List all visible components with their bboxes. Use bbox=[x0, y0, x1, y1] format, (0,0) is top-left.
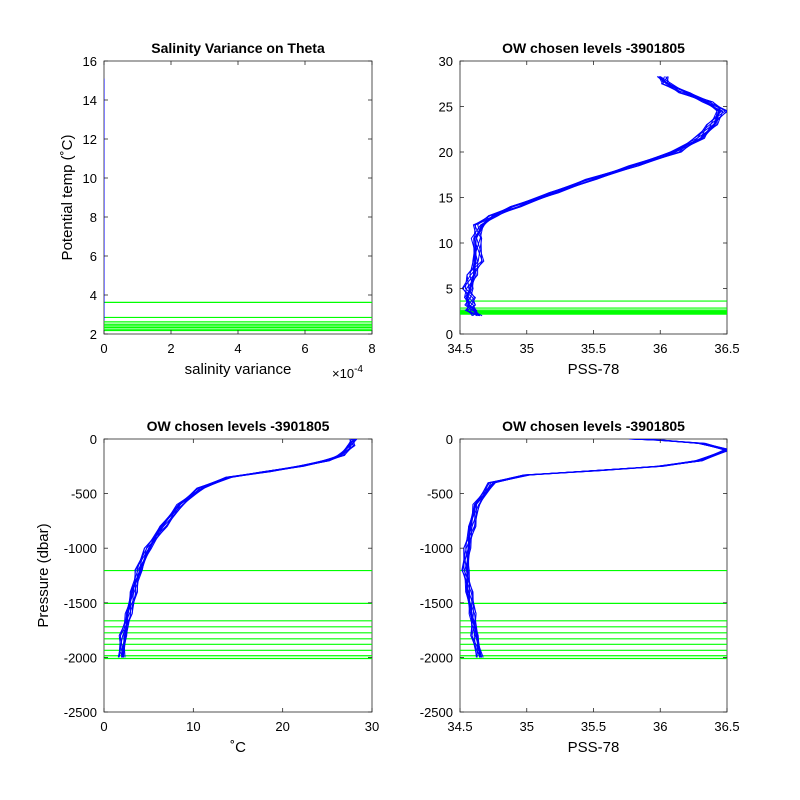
x-tick-label: 35 bbox=[520, 341, 534, 356]
x-tick-label: 4 bbox=[234, 341, 241, 356]
x-axis-label: salinity variance bbox=[185, 361, 292, 378]
plot-content bbox=[104, 439, 372, 660]
x-tick-label: 6 bbox=[301, 341, 308, 356]
x-exponent-power: -4 bbox=[354, 364, 363, 375]
x-tick-label: 2 bbox=[167, 341, 174, 356]
series-line bbox=[461, 76, 727, 317]
y-tick-label: 4 bbox=[90, 288, 97, 303]
x-tick-label: 36.5 bbox=[714, 341, 739, 356]
x-axis-label: PSS-78 bbox=[568, 361, 620, 378]
x-tick-label: 36 bbox=[653, 341, 667, 356]
y-tick-label: -500 bbox=[71, 487, 97, 502]
y-tick-label: -1500 bbox=[64, 596, 97, 611]
plot-area bbox=[459, 438, 728, 713]
y-tick-label: 5 bbox=[446, 282, 453, 297]
x-tick-label: 0 bbox=[100, 341, 107, 356]
x-tick-label: 20 bbox=[275, 719, 289, 734]
y-tick-label: 0 bbox=[90, 432, 97, 447]
x-tick-label: 36.5 bbox=[714, 719, 739, 734]
y-tick-label: -2000 bbox=[64, 650, 97, 665]
chart-panel-2: 34.5 35 35.5 36 36.5 0 5 10 15 20 25 30 OW chosen le… bbox=[439, 40, 740, 378]
x-tick-label: 34.5 bbox=[447, 341, 472, 356]
x-tick-label: 0 bbox=[100, 719, 107, 734]
y-axis-label: Potential temp (˚C) bbox=[59, 135, 76, 261]
plot-area bbox=[459, 60, 728, 335]
plot-content bbox=[104, 78, 372, 332]
y-tick-label: 30 bbox=[439, 54, 453, 69]
plot-content bbox=[460, 439, 727, 660]
y-tick-label: 0 bbox=[446, 432, 453, 447]
chart-panel-3: 0 10 20 30 -2500 -2000 -1500 -1000 -500 0 OW chose… bbox=[35, 418, 379, 756]
y-tick-label: -2500 bbox=[420, 705, 453, 720]
series-line bbox=[466, 76, 718, 317]
y-tick-label: 8 bbox=[90, 210, 97, 225]
x-tick-label: 10 bbox=[186, 719, 200, 734]
plot-area bbox=[103, 60, 373, 335]
y-tick-label: 20 bbox=[439, 145, 453, 160]
y-tick-label: 15 bbox=[439, 191, 453, 206]
x-tick-label: 36 bbox=[653, 719, 667, 734]
plot-area bbox=[103, 438, 373, 713]
series-line bbox=[461, 439, 727, 658]
y-axis-label: Pressure (dbar) bbox=[35, 523, 52, 627]
x-tick-label: 34.5 bbox=[447, 719, 472, 734]
y-tick-label: 2 bbox=[90, 327, 97, 342]
series-line bbox=[463, 439, 727, 658]
y-tick-label: -2500 bbox=[64, 705, 97, 720]
y-tick-label: 14 bbox=[83, 93, 97, 108]
y-tick-label: -2000 bbox=[420, 650, 453, 665]
series-line bbox=[118, 439, 354, 658]
chart-panel-4: 34.5 35 35.5 36 36.5 -2500 -2000 -1500 -1000 -500… bbox=[420, 418, 740, 756]
chart-title: OW chosen levels -3901805 bbox=[502, 418, 685, 434]
y-tick-label: 12 bbox=[83, 132, 97, 147]
x-tick-label: 35.5 bbox=[581, 719, 606, 734]
plot-content bbox=[460, 76, 727, 317]
y-tick-label: -500 bbox=[427, 487, 453, 502]
chart-title: Salinity Variance on Theta bbox=[151, 40, 325, 56]
x-tick-label: 35 bbox=[520, 719, 534, 734]
y-tick-label: 10 bbox=[83, 171, 97, 186]
x-axis-label: PSS-78 bbox=[568, 739, 620, 756]
chart-title: OW chosen levels -3901805 bbox=[147, 418, 330, 434]
chart-title: OW chosen levels -3901805 bbox=[502, 40, 685, 56]
y-tick-label: -1000 bbox=[64, 541, 97, 556]
x-axis-label: ˚C bbox=[230, 739, 246, 756]
y-tick-label: 16 bbox=[83, 54, 97, 69]
x-tick-label: 8 bbox=[368, 341, 375, 356]
y-tick-label: 6 bbox=[90, 249, 97, 264]
x-exponent-label: ×10-4 bbox=[332, 364, 363, 381]
series-line bbox=[465, 439, 725, 658]
y-tick-label: -1500 bbox=[420, 596, 453, 611]
y-tick-label: 10 bbox=[439, 236, 453, 251]
x-tick-label: 30 bbox=[365, 719, 379, 734]
y-tick-label: 0 bbox=[446, 327, 453, 342]
x-tick-label: 35.5 bbox=[581, 341, 606, 356]
y-tick-label: 25 bbox=[439, 100, 453, 115]
y-tick-label: -1000 bbox=[420, 541, 453, 556]
